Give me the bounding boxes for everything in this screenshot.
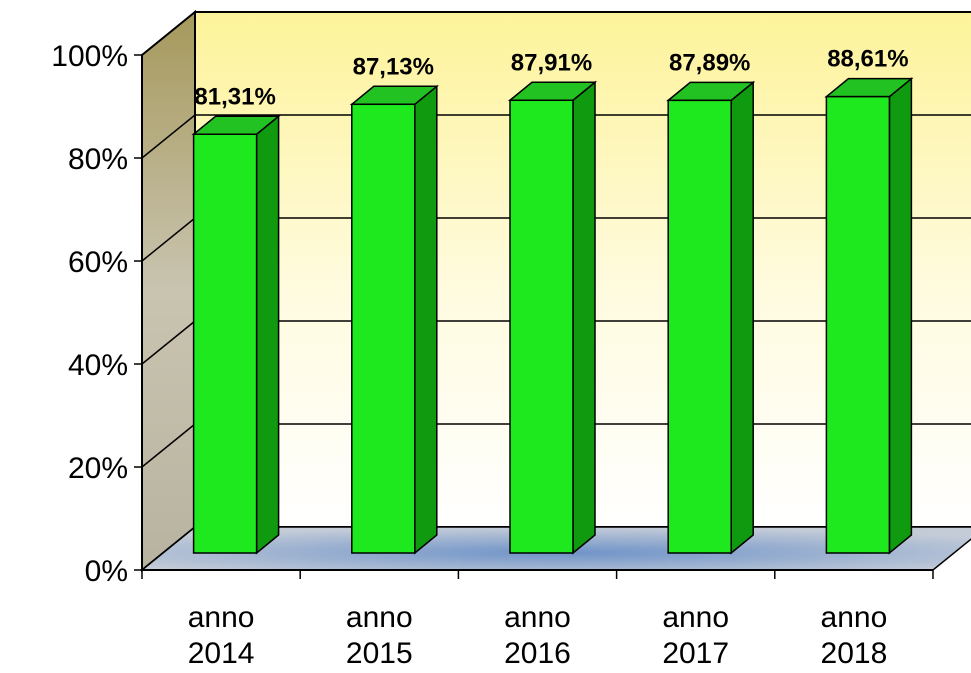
gridline-side [141, 320, 196, 365]
data-label: 81,31% [194, 83, 275, 110]
y-tick-label: 60% [68, 246, 128, 279]
x-tick-label-line: anno [821, 601, 888, 634]
bar-side [414, 84, 438, 555]
x-tick-label: anno 2015 [346, 601, 413, 670]
bar-side [888, 77, 913, 555]
x-tick-label-line: anno [662, 601, 729, 634]
data-label: 88,61% [827, 46, 908, 73]
x-tick-label-line: 2016 [504, 637, 571, 670]
bar-front [825, 95, 891, 554]
y-tick-label: 80% [68, 143, 128, 176]
x-tick-label: anno 2014 [188, 601, 255, 670]
gridline-side [141, 114, 196, 159]
y-tick-label: 20% [68, 452, 128, 485]
data-label: 87,91% [511, 49, 592, 76]
bar-2017 [666, 80, 756, 555]
bar-front [351, 103, 416, 554]
bar-front [509, 99, 574, 554]
labels: 0%20%40%60%80%100%81,31%anno 201487,13%an… [51, 40, 908, 670]
x-tick-label-line: 2014 [188, 637, 255, 670]
axes [134, 54, 934, 579]
gridline-side [141, 423, 196, 468]
x-tick-label: anno 2017 [662, 601, 729, 670]
bar-side [572, 80, 596, 555]
side-wall [141, 9, 196, 573]
x-tick-label-line: anno [504, 601, 571, 634]
data-label: 87,89% [669, 49, 750, 76]
bar-side [255, 114, 280, 555]
data-label: 87,13% [353, 53, 434, 80]
x-tick-label-line: 2017 [662, 637, 729, 670]
y-tick-label: 40% [68, 349, 128, 382]
bar-2018 [824, 77, 914, 555]
bar-front [192, 133, 258, 554]
x-tick-label-line: anno [188, 601, 255, 634]
bar-2016 [507, 80, 598, 555]
y-tick-label: 0% [85, 555, 128, 588]
gridline-side [141, 217, 196, 262]
bar-front [667, 99, 732, 554]
bar-2014 [191, 114, 281, 555]
x-tick-label: anno 2018 [821, 601, 888, 670]
x-tick-label-line: 2018 [821, 637, 888, 670]
bar-2015 [349, 84, 439, 555]
bar-side [730, 80, 754, 555]
x-tick-label-line: 2015 [346, 637, 413, 670]
y-tick-label: 100% [51, 40, 128, 73]
x-tick-label: anno 2016 [504, 601, 571, 670]
x-tick-label-line: anno [346, 601, 413, 634]
bars [191, 77, 914, 555]
